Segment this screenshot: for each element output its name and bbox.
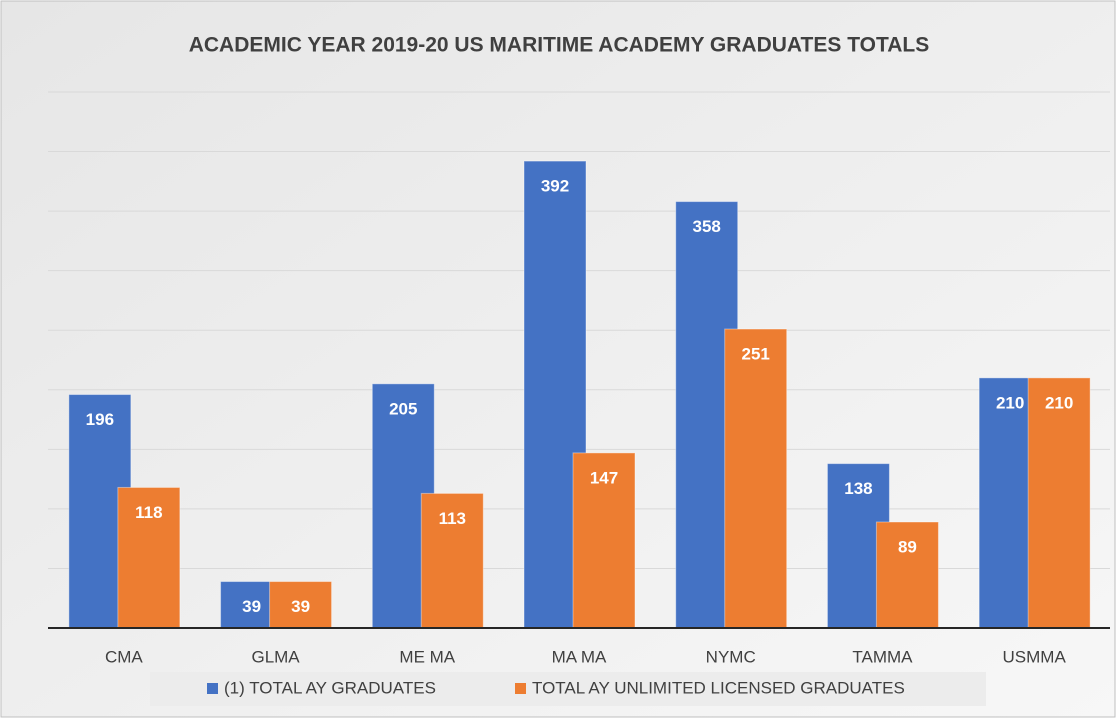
x-tick-label: USMMA bbox=[1003, 647, 1067, 666]
x-tick-label: TAMMA bbox=[852, 647, 913, 666]
value-label: 39 bbox=[242, 597, 261, 616]
value-label: 392 bbox=[541, 177, 569, 196]
chart-title: ACADEMIC YEAR 2019-20 US MARITIME ACADEM… bbox=[189, 34, 930, 57]
legend-label: (1) TOTAL AY GRADUATES bbox=[224, 678, 436, 697]
x-tick-label: MA MA bbox=[552, 647, 607, 666]
bar bbox=[420, 492, 484, 629]
value-label: 210 bbox=[1045, 393, 1073, 412]
bar bbox=[724, 328, 788, 629]
value-label: 113 bbox=[439, 509, 466, 528]
value-label: 39 bbox=[291, 597, 310, 616]
legend-box bbox=[150, 672, 986, 706]
legend-swatch bbox=[515, 683, 526, 694]
legend-swatch bbox=[207, 683, 218, 694]
bar bbox=[117, 486, 181, 629]
legend-label: TOTAL AY UNLIMITED LICENSED GRADUATES bbox=[532, 678, 905, 697]
value-label: 205 bbox=[389, 399, 417, 418]
bar bbox=[875, 521, 939, 629]
x-tick-label: GLMA bbox=[251, 647, 300, 666]
value-label: 210 bbox=[996, 393, 1024, 412]
value-label: 251 bbox=[742, 345, 770, 364]
x-tick-label: ME MA bbox=[399, 647, 455, 666]
bar bbox=[269, 581, 333, 629]
value-label: 89 bbox=[898, 537, 917, 556]
bar bbox=[572, 452, 636, 629]
value-label: 196 bbox=[86, 410, 114, 429]
x-tick-label: CMA bbox=[105, 647, 143, 666]
bar bbox=[1027, 377, 1091, 629]
x-tick-label: NYMC bbox=[706, 647, 756, 666]
value-label: 358 bbox=[693, 217, 721, 236]
value-label: 147 bbox=[590, 468, 618, 487]
value-label: 138 bbox=[844, 479, 872, 498]
value-label: 118 bbox=[135, 503, 162, 522]
